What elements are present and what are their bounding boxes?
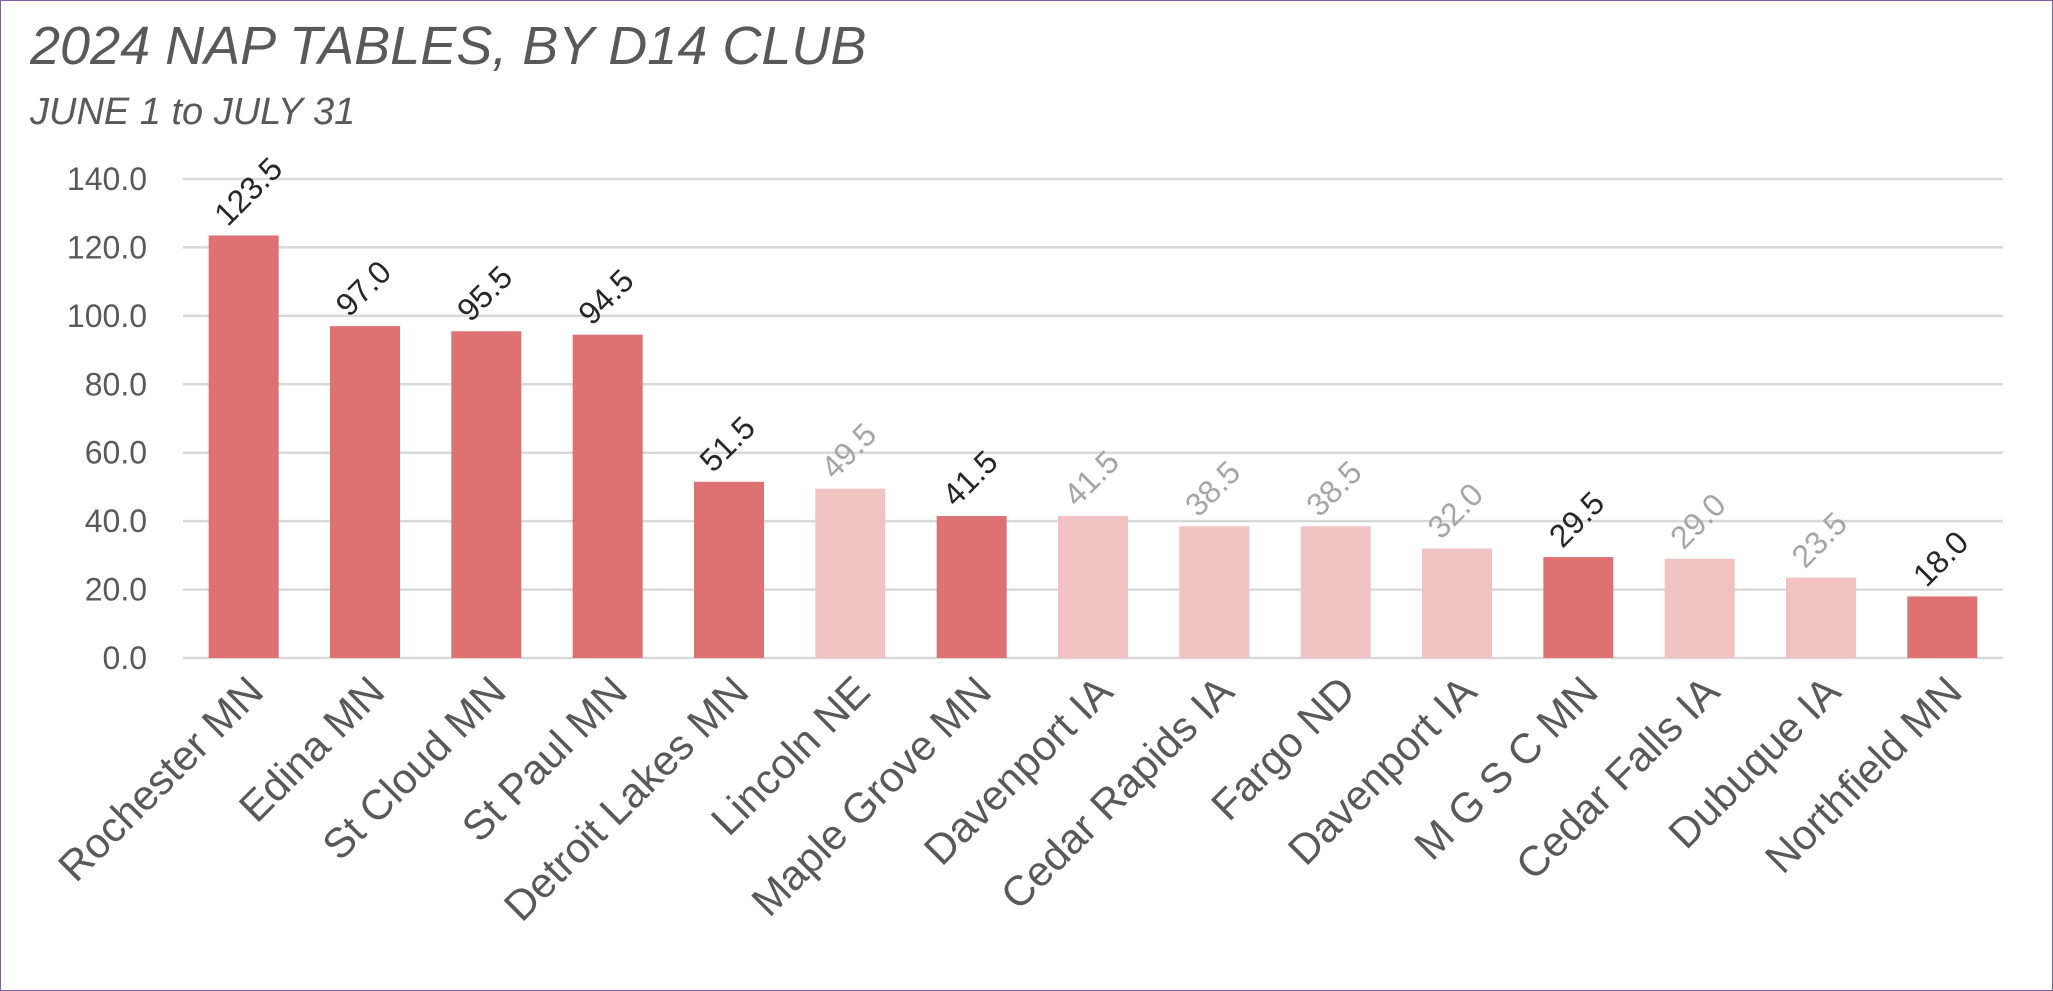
y-tick-label: 40.0 [85,503,147,539]
data-label: 49.5 [814,416,883,485]
bar [1058,516,1128,658]
bar [451,331,522,658]
x-tick-label: Rochester MN [49,667,272,890]
bar [1300,526,1371,658]
data-label: 23.5 [1784,505,1853,574]
data-label: 29.5 [1542,485,1611,554]
y-tick-label: 80.0 [85,366,147,402]
chart-title: 2024 NAP TABLES, BY D14 CLUB [30,16,867,76]
data-label: 94.5 [571,262,640,331]
chart-subtitle: JUNE 1 to JULY 31 [30,91,356,133]
bar [1664,558,1735,658]
data-label: 18.0 [1906,524,1975,593]
bar [815,488,886,658]
y-tick-label: 100.0 [67,298,147,334]
data-label: 38.5 [1178,454,1247,523]
data-label: 29.0 [1663,486,1732,555]
bar [208,235,279,659]
y-tick-label: 120.0 [67,229,147,265]
bar [330,326,400,658]
bar [1786,577,1856,658]
bar [694,481,764,658]
data-label: 123.5 [207,150,289,232]
y-tick-label: 0.0 [103,640,147,676]
y-tick-label: 140.0 [67,161,147,197]
bar [936,516,1007,658]
bar [1179,526,1250,658]
bar [1422,548,1492,658]
bar [1907,596,1978,658]
data-label: 32.0 [1420,476,1489,545]
y-tick-label: 20.0 [85,572,147,608]
y-tick-label: 60.0 [85,435,147,471]
bar [1543,557,1614,658]
data-label: 97.0 [328,254,397,323]
data-label: 38.5 [1299,454,1368,523]
bar [572,334,643,658]
data-label: 95.5 [450,259,519,328]
data-label: 51.5 [692,409,761,478]
